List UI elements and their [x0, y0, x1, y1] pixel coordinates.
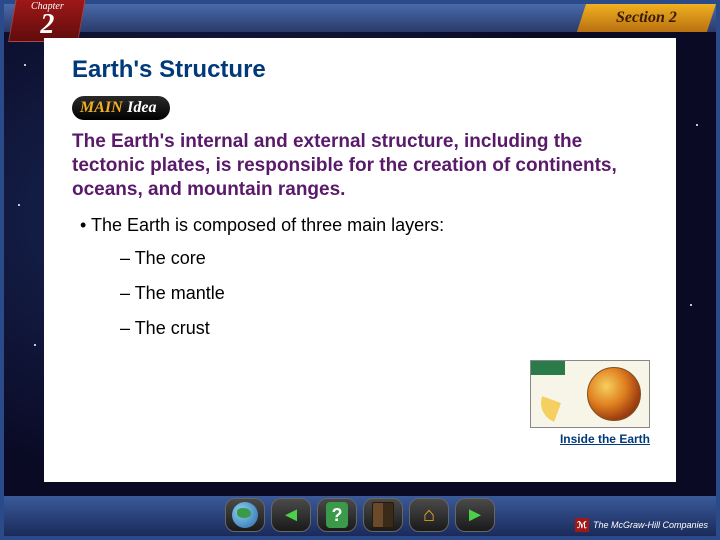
thumb-header-deco: [531, 361, 565, 375]
chapter-badge: Chapter 2: [8, 0, 86, 42]
chapter-number: 2: [13, 12, 81, 37]
nav-exit-button[interactable]: [363, 498, 403, 532]
slide-frame: Chapter 2 Section 2 Earth's Structure MA…: [0, 0, 720, 540]
question-icon: ?: [326, 502, 348, 528]
star-deco: [24, 64, 26, 66]
main-idea-word1: MAIN: [80, 99, 123, 116]
figure-thumbnail[interactable]: [530, 360, 650, 428]
section-label: Section: [616, 9, 665, 26]
nav-prev-button[interactable]: ◄: [271, 498, 311, 532]
nav-next-button[interactable]: ►: [455, 498, 495, 532]
section-number: 2: [669, 9, 677, 26]
nav-home-button[interactable]: ⌂: [409, 498, 449, 532]
page-title: Earth's Structure: [72, 56, 648, 84]
publisher-name: The McGraw-Hill Companies: [593, 520, 708, 530]
content-card: Earth's Structure MAIN Idea The Earth's …: [44, 38, 676, 482]
earth-wedge-icon: [541, 383, 581, 423]
main-idea-badge: MAIN Idea: [72, 96, 170, 120]
main-idea-statement: The Earth's internal and external struct…: [72, 130, 648, 201]
main-idea-word2: Idea: [127, 99, 156, 116]
nav-help-button[interactable]: ?: [317, 498, 357, 532]
publisher-logo-icon: ℳ: [575, 518, 589, 532]
publisher-credit: ℳ The McGraw-Hill Companies: [575, 518, 708, 532]
globe-icon: [232, 502, 258, 528]
arrow-right-icon: ►: [462, 502, 488, 528]
star-deco: [690, 304, 692, 306]
bullet-intro: The Earth is composed of three main laye…: [80, 215, 648, 236]
list-item: The core: [120, 248, 648, 269]
earth-cutaway-icon: [587, 367, 641, 421]
figure-link[interactable]: Inside the Earth: [530, 432, 650, 446]
home-icon: ⌂: [416, 502, 442, 528]
arrow-left-icon: ◄: [278, 502, 304, 528]
door-icon: [372, 502, 394, 528]
star-deco: [696, 124, 698, 126]
nav-toolbar: ◄ ? ⌂ ►: [225, 498, 495, 532]
list-item: The crust: [120, 318, 648, 339]
list-item: The mantle: [120, 283, 648, 304]
nav-contents-button[interactable]: [225, 498, 265, 532]
star-deco: [18, 204, 20, 206]
section-tab: Section 2: [577, 4, 716, 32]
star-deco: [34, 344, 36, 346]
figure-thumbnail-wrap: Inside the Earth: [530, 360, 650, 446]
